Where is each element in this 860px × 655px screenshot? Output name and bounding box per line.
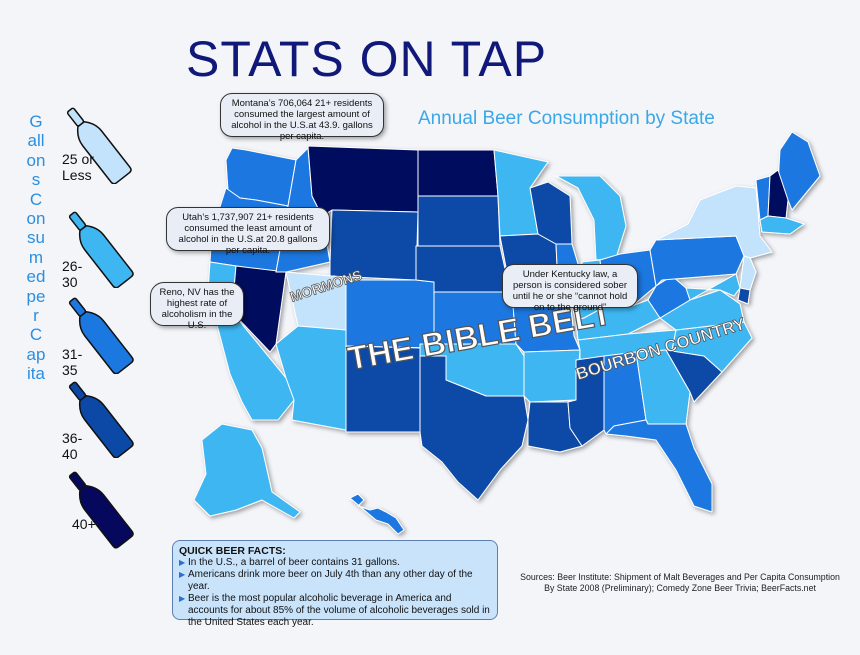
state-nh — [767, 169, 789, 219]
state-tx — [419, 355, 529, 501]
sources-note: Sources: Beer Institute: Shipment of Mal… — [520, 572, 840, 593]
state-mt — [307, 145, 419, 217]
state-nd — [417, 149, 499, 197]
reno-callout: Reno, NV has the highest rate of alcohol… — [150, 282, 244, 331]
bottle-icon — [68, 297, 134, 374]
state-nc — [665, 321, 753, 373]
legend-axis-label: Gallons Consumed per Capita — [26, 112, 46, 384]
fact-item: ▶ Beer is the most popular alcoholic bev… — [179, 593, 491, 629]
page-title: STATS ON TAP — [186, 31, 548, 87]
state-sd — [417, 195, 501, 247]
fact-item: ▶ Americans drink more beer on July 4th … — [179, 569, 491, 593]
bottle-icon — [68, 471, 134, 549]
fact-text: Beer is the most popular alcoholic bever… — [188, 593, 490, 628]
legend-label: 40+ — [72, 516, 96, 532]
facts-title: QUICK BEER FACTS: — [179, 545, 286, 557]
arrow-icon: ▶ — [179, 558, 186, 567]
bottle-icon — [68, 211, 134, 288]
state-de — [737, 287, 751, 305]
montana-callout: Montana’s 706,064 21+ residents consumed… — [220, 93, 384, 142]
state-ny — [655, 185, 773, 259]
state-fl — [605, 419, 713, 513]
legend-label: 25 or Less — [62, 151, 94, 183]
legend-label: 36-40 — [62, 430, 83, 462]
legend-label: 31-35 — [62, 346, 83, 378]
bottle-icon — [68, 381, 134, 458]
state-wy — [329, 209, 419, 281]
fact-text: In the U.S., a barrel of beer contains 3… — [188, 557, 400, 568]
state-ar — [523, 349, 581, 403]
arrow-icon: ▶ — [179, 594, 186, 603]
state-az — [275, 325, 347, 431]
state-me — [777, 131, 821, 211]
state-ak — [193, 423, 301, 519]
fact-item: ▶ In the U.S., a barrel of beer contains… — [179, 557, 491, 569]
chart-subtitle: Annual Beer Consumption by State — [418, 108, 715, 129]
fact-text: Americans drink more beer on July 4th th… — [188, 569, 473, 592]
kentucky-callout: Under Kentucky law, a person is consider… — [502, 264, 638, 313]
utah-callout: Utah’s 1,737,907 21+ residents consumed … — [166, 207, 330, 256]
arrow-icon: ▶ — [179, 570, 186, 579]
legend-label: 26-30 — [62, 258, 83, 290]
bottle-icon — [66, 107, 132, 184]
state-md — [685, 273, 741, 301]
state-ma — [759, 215, 805, 235]
state-nj — [739, 255, 757, 291]
quick-facts-box: QUICK BEER FACTS: ▶ In the U.S., a barre… — [172, 540, 498, 628]
state-hi — [349, 493, 405, 535]
